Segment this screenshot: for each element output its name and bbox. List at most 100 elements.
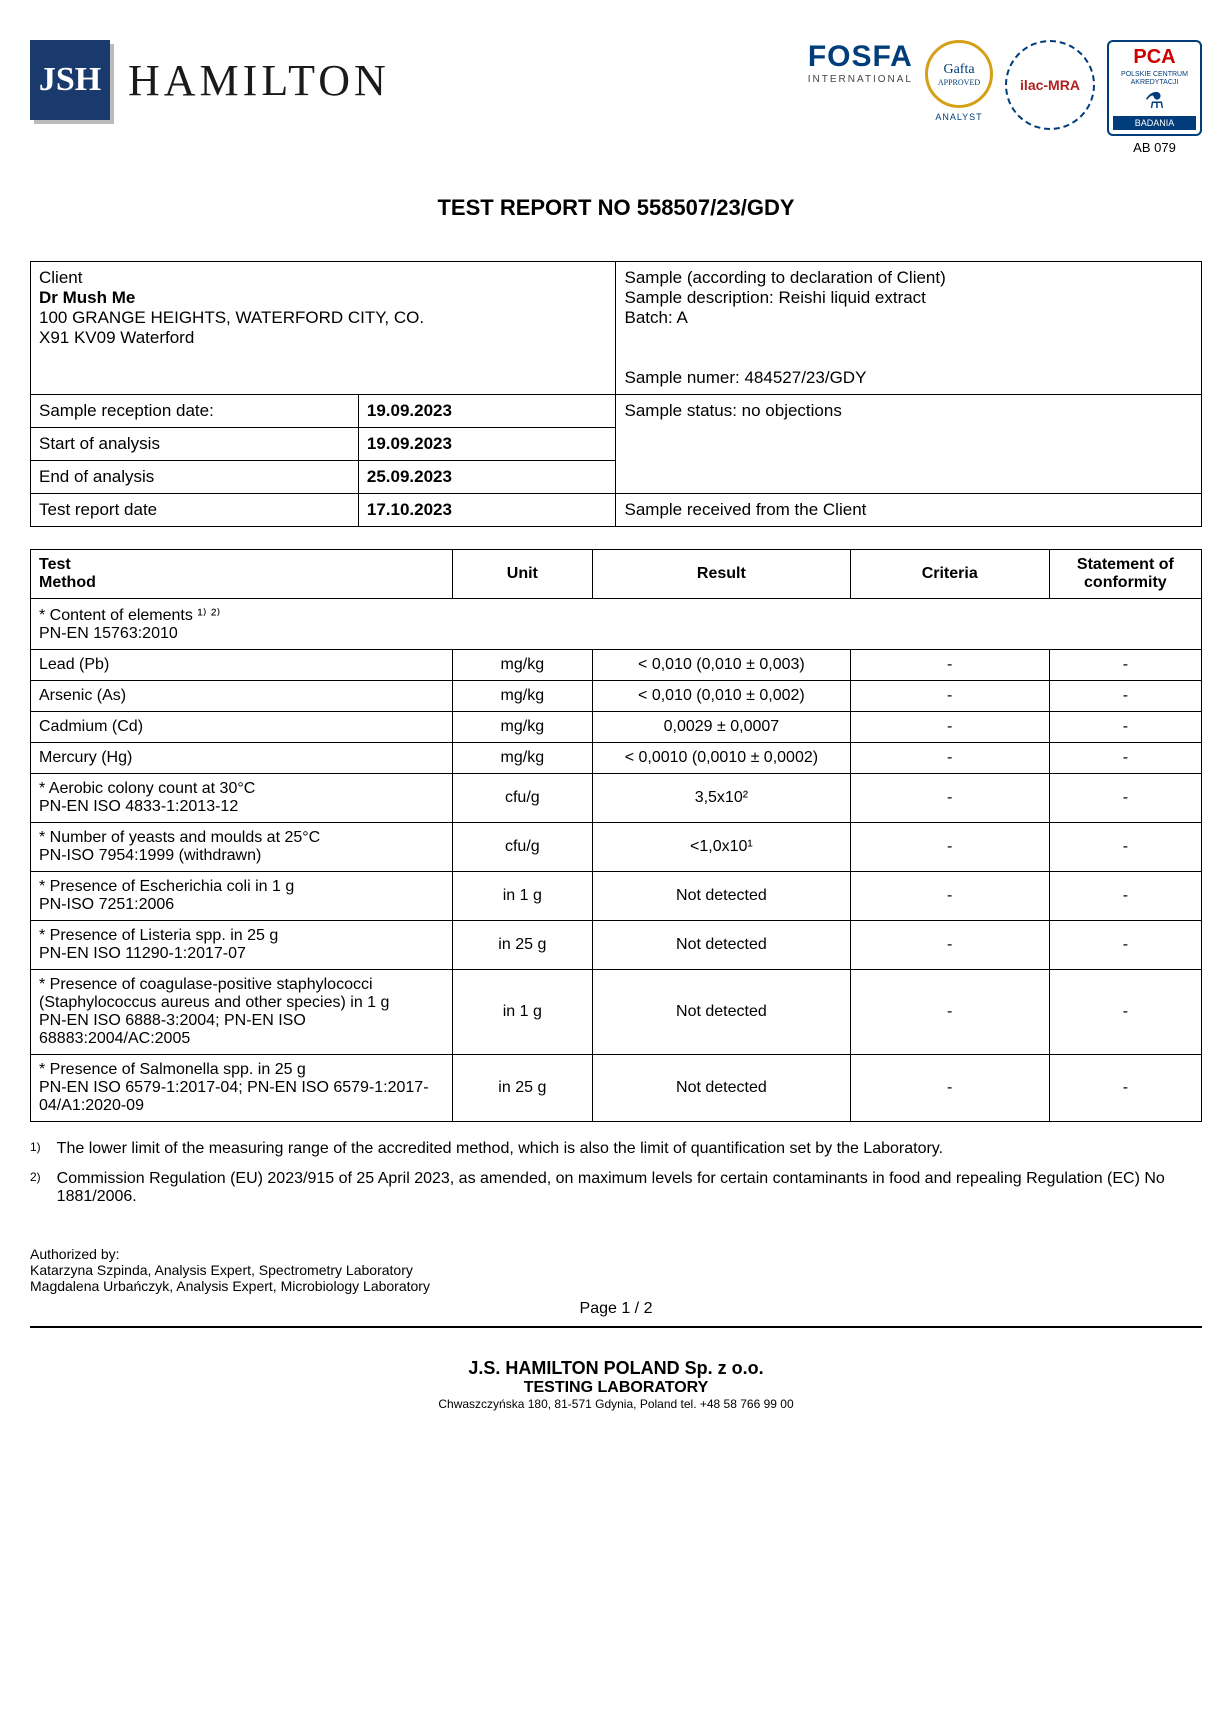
fn2-mark: 2) bbox=[30, 1170, 41, 1206]
conformity-cell: - bbox=[1049, 921, 1201, 970]
col-unit: Unit bbox=[452, 550, 593, 599]
fn1-text: The lower limit of the measuring range o… bbox=[57, 1140, 943, 1158]
table-row: * Presence of Escherichia coli in 1 g PN… bbox=[31, 872, 1202, 921]
unit-cell: cfu/g bbox=[452, 823, 593, 872]
unit-cell: in 1 g bbox=[452, 872, 593, 921]
results-table: Test Method Unit Result Criteria Stateme… bbox=[30, 549, 1202, 1122]
conformity-cell: - bbox=[1049, 970, 1201, 1055]
unit-cell: cfu/g bbox=[452, 774, 593, 823]
test-method: * Number of yeasts and moulds at 25°C PN… bbox=[31, 823, 453, 872]
auth-label: Authorized by: bbox=[30, 1246, 1202, 1262]
auth-line2: Magdalena Urbańczyk, Analysis Expert, Mi… bbox=[30, 1278, 1202, 1294]
criteria-cell: - bbox=[850, 823, 1049, 872]
report-date: 17.10.2023 bbox=[358, 494, 616, 527]
conformity-cell: - bbox=[1049, 743, 1201, 774]
pca-top: PCA bbox=[1133, 46, 1175, 69]
table-row: * Number of yeasts and moulds at 25°C PN… bbox=[31, 823, 1202, 872]
conformity-cell: - bbox=[1049, 823, 1201, 872]
col-criteria: Criteria bbox=[850, 550, 1049, 599]
client-addr1: 100 GRANGE HEIGHTS, WATERFORD CITY, CO. bbox=[39, 308, 607, 328]
table-row: Lead (Pb)mg/kg< 0,010 (0,010 ± 0,003)-- bbox=[31, 650, 1202, 681]
authorized-block: Authorized by: Katarzyna Szpinda, Analys… bbox=[30, 1246, 1202, 1294]
test-method: Cadmium (Cd) bbox=[31, 712, 453, 743]
reception-label: Sample reception date: bbox=[31, 395, 359, 428]
result-cell: <1,0x10¹ bbox=[593, 823, 851, 872]
sample-number: Sample numer: 484527/23/GDY bbox=[624, 368, 1193, 388]
unit-cell: in 25 g bbox=[452, 1055, 593, 1122]
ilac-text: ilac-MRA bbox=[1005, 40, 1095, 130]
result-cell: 0,0029 ± 0,0007 bbox=[593, 712, 851, 743]
client-addr2: X91 KV09 Waterford bbox=[39, 328, 607, 348]
criteria-cell: - bbox=[850, 650, 1049, 681]
fosfa-logo: FOSFA INTERNATIONAL bbox=[808, 40, 913, 85]
unit-cell: mg/kg bbox=[452, 681, 593, 712]
test-method: Arsenic (As) bbox=[31, 681, 453, 712]
company-logo-block: JSH HAMILTON bbox=[30, 40, 390, 120]
result-cell: Not detected bbox=[593, 1055, 851, 1122]
footer: J.S. HAMILTON POLAND Sp. z o.o. TESTING … bbox=[30, 1358, 1202, 1411]
test-method: * Presence of Listeria spp. in 25 g PN-E… bbox=[31, 921, 453, 970]
conformity-cell: - bbox=[1049, 712, 1201, 743]
footer-address: Chwaszczyńska 180, 81-571 Gdynia, Poland… bbox=[30, 1397, 1202, 1411]
report-date-label: Test report date bbox=[31, 494, 359, 527]
criteria-cell: - bbox=[850, 712, 1049, 743]
criteria-cell: - bbox=[850, 872, 1049, 921]
sample-batch: Batch: A bbox=[624, 308, 1193, 328]
criteria-cell: - bbox=[850, 774, 1049, 823]
client-name: Dr Mush Me bbox=[39, 288, 607, 308]
col-conformity: Statement of conformity bbox=[1049, 550, 1201, 599]
footer-company: J.S. HAMILTON POLAND Sp. z o.o. bbox=[30, 1358, 1202, 1379]
section-elements: * Content of elements ¹⁾ ²⁾ PN-EN 15763:… bbox=[31, 599, 1202, 650]
test-method: * Presence of Salmonella spp. in 25 g PN… bbox=[31, 1055, 453, 1122]
criteria-cell: - bbox=[850, 921, 1049, 970]
pca-logo: PCA POLSKIE CENTRUM AKREDYTACJI ⚗ BADANI… bbox=[1107, 40, 1202, 155]
result-cell: Not detected bbox=[593, 872, 851, 921]
result-cell: < 0,0010 (0,0010 ± 0,0002) bbox=[593, 743, 851, 774]
test-method: Lead (Pb) bbox=[31, 650, 453, 681]
table-row: Arsenic (As)mg/kg< 0,010 (0,010 ± 0,002)… bbox=[31, 681, 1202, 712]
fosfa-sub: INTERNATIONAL bbox=[808, 74, 913, 85]
test-method: * Presence of coagulase-positive staphyl… bbox=[31, 970, 453, 1055]
pca-code: AB 079 bbox=[1133, 140, 1176, 155]
test-method: * Presence of Escherichia coli in 1 g PN… bbox=[31, 872, 453, 921]
result-cell: 3,5x10² bbox=[593, 774, 851, 823]
fn1-mark: 1) bbox=[30, 1140, 41, 1158]
reception-date: 19.09.2023 bbox=[358, 395, 616, 428]
col-test: Test Method bbox=[31, 550, 453, 599]
table-row: * Presence of Listeria spp. in 25 g PN-E… bbox=[31, 921, 1202, 970]
criteria-cell: - bbox=[850, 970, 1049, 1055]
result-cell: < 0,010 (0,010 ± 0,002) bbox=[593, 681, 851, 712]
table-row: * Presence of coagulase-positive staphyl… bbox=[31, 970, 1202, 1055]
unit-cell: mg/kg bbox=[452, 743, 593, 774]
result-cell: Not detected bbox=[593, 970, 851, 1055]
start-label: Start of analysis bbox=[31, 428, 359, 461]
ilac-logo: ilac-MRA bbox=[1005, 40, 1095, 130]
unit-cell: in 25 g bbox=[452, 921, 593, 970]
conformity-cell: - bbox=[1049, 681, 1201, 712]
fn2-text: Commission Regulation (EU) 2023/915 of 2… bbox=[57, 1170, 1202, 1206]
col-result: Result bbox=[593, 550, 851, 599]
footnotes: 1) The lower limit of the measuring rang… bbox=[30, 1140, 1202, 1206]
unit-cell: mg/kg bbox=[452, 712, 593, 743]
test-method: Mercury (Hg) bbox=[31, 743, 453, 774]
auth-line1: Katarzyna Szpinda, Analysis Expert, Spec… bbox=[30, 1262, 1202, 1278]
conformity-cell: - bbox=[1049, 1055, 1201, 1122]
sample-header: Sample (according to declaration of Clie… bbox=[624, 268, 1193, 288]
start-date: 19.09.2023 bbox=[358, 428, 616, 461]
end-label: End of analysis bbox=[31, 461, 359, 494]
pca-mid: POLSKIE CENTRUM AKREDYTACJI bbox=[1113, 71, 1196, 86]
sample-desc: Sample description: Reishi liquid extrac… bbox=[624, 288, 1193, 308]
company-name: HAMILTON bbox=[128, 55, 390, 106]
criteria-cell: - bbox=[850, 743, 1049, 774]
criteria-cell: - bbox=[850, 1055, 1049, 1122]
client-label: Client bbox=[39, 268, 607, 288]
table-row: * Presence of Salmonella spp. in 25 g PN… bbox=[31, 1055, 1202, 1122]
unit-cell: in 1 g bbox=[452, 970, 593, 1055]
conformity-cell: - bbox=[1049, 872, 1201, 921]
test-method: * Aerobic colony count at 30°C PN-EN ISO… bbox=[31, 774, 453, 823]
divider bbox=[30, 1326, 1202, 1328]
result-cell: Not detected bbox=[593, 921, 851, 970]
fosfa-text: FOSFA bbox=[808, 40, 913, 74]
sample-status: Sample status: no objections bbox=[624, 401, 841, 420]
page-number: Page 1 / 2 bbox=[30, 1300, 1202, 1318]
